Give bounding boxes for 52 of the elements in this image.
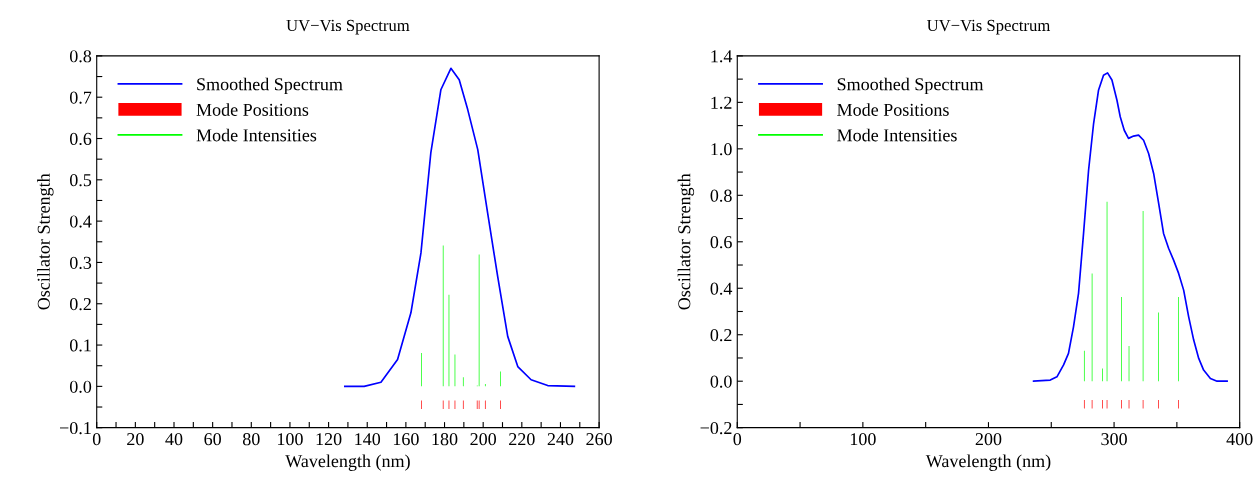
y-tick-label: 1.2 bbox=[711, 96, 732, 109]
y-tick-label: −0.1 bbox=[60, 421, 91, 435]
x-tick-label: 0 bbox=[733, 433, 742, 446]
y-tick-label: 1.4 bbox=[711, 50, 733, 63]
x-tick-label: 100 bbox=[850, 433, 876, 446]
y-axis-title: Oscillator Strength bbox=[677, 173, 695, 310]
y-tick-label: 0.2 bbox=[710, 328, 732, 342]
x-tick-label: 0 bbox=[92, 433, 101, 446]
x-tick-label: 100 bbox=[277, 433, 303, 446]
x-tick-label: 200 bbox=[470, 433, 497, 446]
x-tick-label: 40 bbox=[165, 433, 183, 446]
y-tick-label: 0.6 bbox=[710, 236, 732, 249]
legend-label: Mode Intensities bbox=[837, 128, 957, 142]
legend-label: Mode Intensities bbox=[196, 128, 317, 142]
y-tick-label: 0.6 bbox=[69, 132, 92, 146]
x-tick-label: 60 bbox=[204, 433, 221, 446]
x-tick-label: 80 bbox=[242, 433, 260, 446]
legend-label: Mode Positions bbox=[196, 103, 309, 116]
x-tick-label: 180 bbox=[432, 433, 458, 446]
chart-title: UV−Vis Spectrum bbox=[926, 19, 1051, 35]
y-tick-label: 0.0 bbox=[69, 380, 92, 393]
legend-label: Smoothed Spectrum bbox=[837, 77, 984, 95]
x-axis-title: Wavelength (nm) bbox=[925, 454, 1051, 471]
y-tick-label: 0.8 bbox=[69, 50, 92, 63]
y-tick-label: 1.0 bbox=[711, 143, 732, 156]
legend-label: Smoothed Spectrum bbox=[197, 77, 343, 95]
legend-label: Mode Positions bbox=[837, 103, 949, 116]
y-tick-label: 0.1 bbox=[69, 339, 91, 352]
x-tick-label: 240 bbox=[547, 433, 574, 446]
line-series bbox=[1032, 72, 1228, 383]
x-tick-label: 260 bbox=[586, 433, 612, 446]
y-tick-label: 0.2 bbox=[69, 298, 91, 311]
y-tick-label: 0.0 bbox=[710, 375, 732, 388]
x-axis-title: Wavelength (nm) bbox=[285, 454, 410, 471]
y-tick-label: 0.4 bbox=[69, 215, 92, 228]
x-tick-label: 400 bbox=[1226, 433, 1253, 446]
y-tick-label: 0.3 bbox=[69, 256, 92, 269]
x-tick-label: 220 bbox=[509, 433, 535, 446]
x-tick-label: 300 bbox=[1101, 433, 1127, 446]
x-tick-label: 200 bbox=[975, 433, 1002, 446]
y-tick-label: 0.5 bbox=[69, 174, 92, 187]
y-tick-label: −0.2 bbox=[700, 421, 732, 435]
y-tick-label: 0.7 bbox=[69, 91, 92, 104]
line-series bbox=[343, 67, 576, 388]
x-tick-label: 160 bbox=[393, 433, 419, 446]
x-tick-label: 20 bbox=[127, 433, 144, 446]
x-tick-label: 140 bbox=[355, 433, 381, 446]
y-axis-title: Oscillator Strength bbox=[37, 173, 54, 310]
chart-title: UV−Vis Spectrum bbox=[286, 19, 410, 35]
y-tick-label: 0.4 bbox=[710, 282, 733, 295]
x-tick-label: 120 bbox=[316, 433, 342, 446]
y-tick-label: 0.8 bbox=[710, 189, 732, 202]
